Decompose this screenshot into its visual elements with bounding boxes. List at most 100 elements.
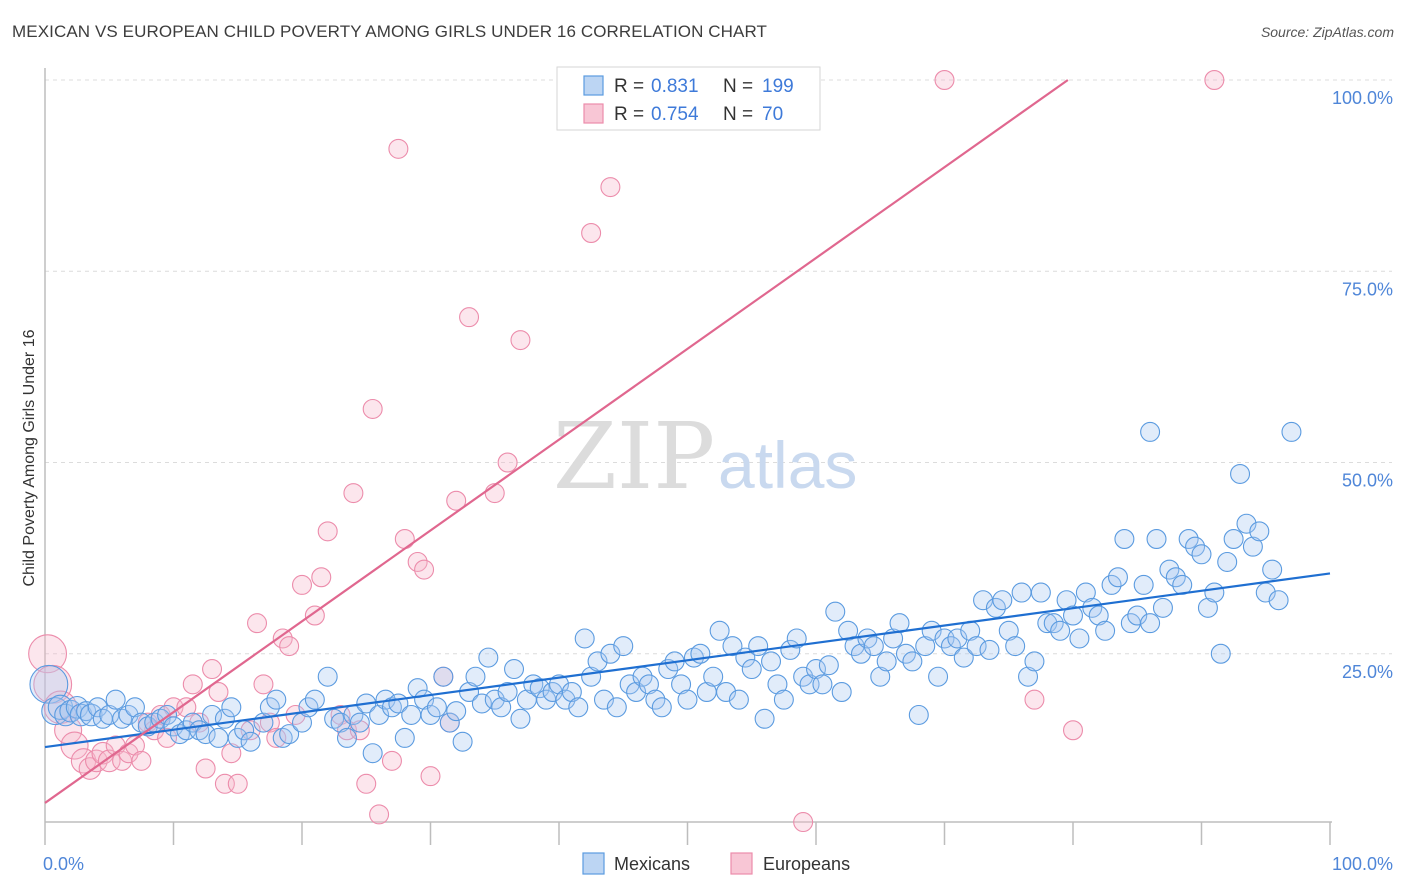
europeans-point <box>362 398 383 419</box>
mexicans-point <box>1114 528 1135 549</box>
europeans-point <box>349 720 370 741</box>
x-tick-label-min: 0.0% <box>43 854 84 874</box>
mexicans-point <box>349 712 370 733</box>
europeans-point <box>497 452 518 473</box>
bottom-legend-swatch-europeans <box>730 852 753 875</box>
mexicans-point <box>728 689 749 710</box>
europeans-trendline <box>44 79 1069 804</box>
mexicans-point <box>767 674 788 695</box>
legend-r-label-1: R = <box>614 76 644 97</box>
europeans-point <box>394 528 415 549</box>
mexicans-point <box>1249 521 1270 542</box>
mexicans-point <box>504 659 525 680</box>
mexicans-point <box>324 708 345 729</box>
bottom-legend-mexicans: Mexicans <box>614 854 690 874</box>
mexicans-point <box>221 697 242 718</box>
source-label: Source: ZipAtlas.com <box>1260 24 1394 40</box>
europeans-point <box>446 490 467 511</box>
mexicans-point <box>709 620 730 641</box>
mexicans-point <box>208 727 229 748</box>
mexicans-point <box>1075 582 1096 603</box>
mexicans-point <box>317 666 338 687</box>
y-axis-label: Child Poverty Among Girls Under 16 <box>21 329 38 586</box>
europeans-point <box>369 804 390 825</box>
mexicans-point <box>902 651 923 672</box>
mexicans-point <box>1050 620 1071 641</box>
y-tick-label: 50.0% <box>1342 471 1393 491</box>
mexicans-point <box>279 724 300 745</box>
mexicans-point <box>1018 666 1039 687</box>
mexicans-point <box>394 727 415 748</box>
bottom-legend-swatch-mexicans <box>582 852 605 875</box>
europeans-point <box>253 674 274 695</box>
europeans-point <box>317 521 338 542</box>
mexicans-point <box>677 689 698 710</box>
mexicans-point <box>1024 651 1045 672</box>
mexicans-point <box>1107 567 1128 588</box>
europeans-point <box>28 634 68 674</box>
mexicans-point <box>336 727 357 748</box>
mexicans-point <box>825 601 846 622</box>
mexicans-point <box>671 674 692 695</box>
mexicans-point <box>876 651 897 672</box>
europeans-point <box>381 750 402 771</box>
mexicans-point <box>1210 643 1231 664</box>
europeans-point <box>484 483 505 504</box>
legend-r-value-2: 0.754 <box>651 104 699 125</box>
mexicans-point <box>1133 574 1154 595</box>
europeans-point <box>1063 720 1084 741</box>
mexicans-point <box>574 628 595 649</box>
europeans-point <box>1204 70 1225 91</box>
mexicans-point <box>433 666 454 687</box>
europeans-point <box>195 758 216 779</box>
europeans-point <box>1024 689 1045 710</box>
mexicans-point <box>478 647 499 668</box>
mexicans-point <box>626 681 647 702</box>
europeans-point <box>157 727 178 748</box>
mexicans-point <box>1191 544 1212 565</box>
bottom-legend-europeans: Europeans <box>763 854 850 874</box>
europeans-point <box>581 223 602 244</box>
mexicans-point <box>613 636 634 657</box>
mexicans-point <box>426 697 447 718</box>
chart-title: MEXICAN VS EUROPEAN CHILD POVERTY AMONG … <box>12 22 768 41</box>
mexicans-point <box>1223 528 1244 549</box>
mexicans-point <box>87 697 108 718</box>
mexicans-point <box>1063 605 1084 626</box>
mexicans-point <box>446 701 467 722</box>
mexicans-point <box>805 659 826 680</box>
mexicans-point <box>1197 597 1218 618</box>
mexicans-point <box>831 681 852 702</box>
mexicans-point <box>561 681 582 702</box>
europeans-point <box>356 773 377 794</box>
europeans-points <box>28 70 1225 833</box>
mexicans-point <box>1095 620 1116 641</box>
legend-n-value-2: 70 <box>762 104 783 125</box>
mexicans-point <box>1268 590 1289 611</box>
mexicans-point <box>761 651 782 672</box>
europeans-point <box>221 743 242 764</box>
europeans-point <box>208 681 229 702</box>
europeans-point <box>311 567 332 588</box>
mexicans-point <box>112 708 133 729</box>
mexicans-point <box>568 697 589 718</box>
europeans-point <box>227 773 248 794</box>
mexicans-point <box>529 678 550 699</box>
europeans-point <box>934 70 955 91</box>
mexicans-point <box>1230 463 1251 484</box>
mexicans-point <box>722 636 743 657</box>
mexicans-point <box>452 731 473 752</box>
europeans-point <box>202 659 223 680</box>
mexicans-point <box>240 731 261 752</box>
mexicans-point <box>1217 551 1238 572</box>
europeans-point <box>510 330 531 351</box>
mexicans-point <box>716 681 737 702</box>
mexicans-point <box>471 693 492 714</box>
mexicans-point <box>1011 582 1032 603</box>
mexicans-point <box>1236 513 1257 534</box>
mexicans-point <box>1146 528 1167 549</box>
mexicans-point <box>979 639 1000 660</box>
mexicans-point <box>266 689 287 710</box>
europeans-point <box>131 750 152 771</box>
